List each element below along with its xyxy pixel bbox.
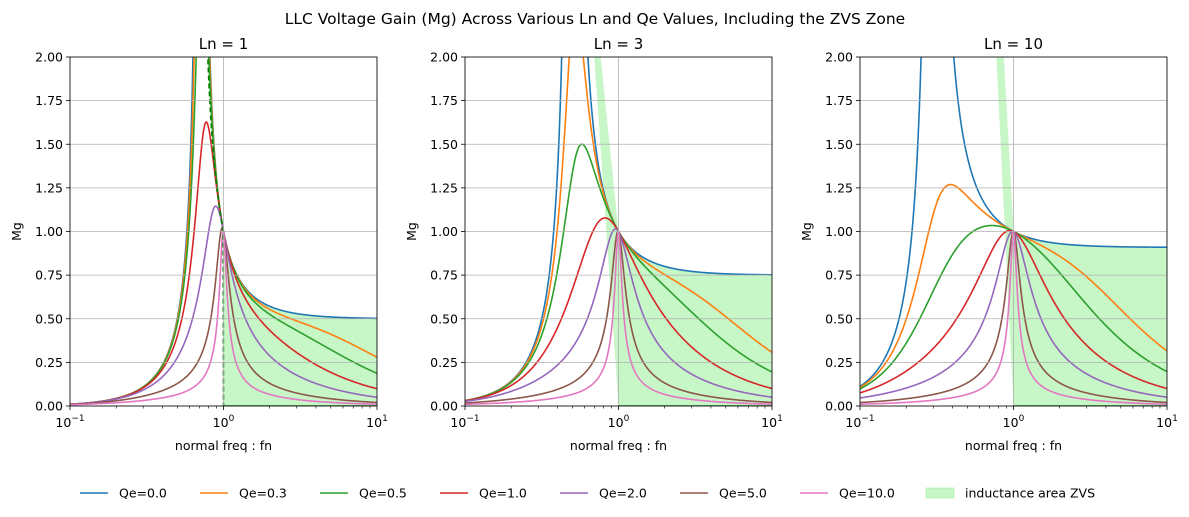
legend-label: Qe=0.3 [239, 486, 287, 501]
y-tick-label: 0.25 [825, 355, 853, 370]
y-tick-label: 2.00 [35, 50, 63, 65]
x-tick-label: 101 [1156, 414, 1178, 430]
legend-item: Qe=0.3 [200, 486, 287, 501]
y-tick-label: 1.25 [35, 180, 63, 195]
y-tick-label: 1.25 [825, 180, 853, 195]
x-axis-label: normal freq : fn [570, 438, 667, 453]
legend-item: Qe=5.0 [680, 486, 767, 501]
x-tick-label: 100 [213, 414, 235, 430]
y-tick-label: 0.00 [430, 399, 458, 414]
y-tick-label: 1.75 [35, 93, 63, 108]
subplot-2: 0.00 0.25 0.50 0.75 1.00 1.25 1.50 1.75 2.00 10−1… [404, 35, 783, 453]
y-tick-label: 1.00 [35, 224, 63, 239]
y-tick-label: 1.00 [825, 224, 853, 239]
y-tick-label: 1.75 [430, 93, 458, 108]
y-tick-label: 0.75 [430, 268, 458, 283]
legend-item: Qe=0.0 [80, 486, 167, 501]
zvs-region [207, 57, 377, 406]
y-tick-label: 2.00 [825, 50, 853, 65]
legend: Qe=0.0 Qe=0.3 Qe=0.5 Qe=1.0 Qe=2.0 Qe=5.0 Qe=1… [80, 486, 1095, 501]
subplot-title: Ln = 10 [984, 35, 1043, 53]
y-tick-label: 1.50 [35, 137, 63, 152]
subplot-3: 0.00 0.25 0.50 0.75 1.00 1.25 1.50 1.75 2.00 10−1… [799, 35, 1178, 453]
y-tick-label: 1.25 [430, 180, 458, 195]
y-tick-label: 0.00 [825, 399, 853, 414]
y-tick-label: 1.50 [430, 137, 458, 152]
figure-suptitle: LLC Voltage Gain (Mg) Across Various Ln … [285, 10, 905, 28]
y-tick-label: 1.00 [430, 224, 458, 239]
y-tick-label: 1.50 [825, 137, 853, 152]
legend-item: Qe=0.5 [320, 486, 407, 501]
y-axis-label: Mg [9, 222, 24, 241]
x-tick-label: 10−1 [55, 414, 84, 430]
legend-item: Qe=10.0 [800, 486, 895, 501]
x-tick-label: 10−1 [845, 414, 874, 430]
x-axis-label: normal freq : fn [965, 438, 1062, 453]
legend-item: inductance area ZVS [925, 486, 1095, 501]
subplot-title: Ln = 3 [594, 35, 644, 53]
legend-label: Qe=1.0 [479, 486, 527, 501]
y-tick-label: 2.00 [430, 50, 458, 65]
y-axis-label: Mg [799, 222, 814, 241]
legend-label: Qe=0.5 [359, 486, 407, 501]
y-tick-label: 0.75 [35, 268, 63, 283]
legend-item: Qe=2.0 [560, 486, 647, 501]
legend-swatch-patch [925, 487, 955, 499]
x-tick-label: 101 [761, 414, 783, 430]
zvs-region [594, 57, 772, 406]
legend-label: inductance area ZVS [965, 486, 1095, 501]
x-tick-label: 100 [1003, 414, 1025, 430]
x-tick-label: 100 [608, 414, 630, 430]
subplot-1: 0.00 0.25 0.50 0.75 1.00 1.25 1.50 1.75 2.00 10−1… [9, 35, 388, 453]
y-tick-label: 0.25 [35, 355, 63, 370]
legend-item: Qe=1.0 [440, 486, 527, 501]
y-tick-label: 0.50 [430, 311, 458, 326]
subplot-title: Ln = 1 [199, 35, 249, 53]
legend-label: Qe=2.0 [599, 486, 647, 501]
y-tick-label: 0.50 [35, 311, 63, 326]
x-tick-label: 101 [366, 414, 388, 430]
x-axis-label: normal freq : fn [175, 438, 272, 453]
legend-label: Qe=0.0 [119, 486, 167, 501]
y-tick-label: 0.50 [825, 311, 853, 326]
legend-label: Qe=10.0 [839, 486, 895, 501]
y-tick-label: 1.75 [825, 93, 853, 108]
y-tick-label: 0.00 [35, 399, 63, 414]
y-tick-label: 0.75 [825, 268, 853, 283]
y-tick-label: 0.25 [430, 355, 458, 370]
x-tick-label: 10−1 [450, 414, 479, 430]
y-axis-label: Mg [404, 222, 419, 241]
legend-label: Qe=5.0 [719, 486, 767, 501]
zvs-region [996, 57, 1167, 406]
